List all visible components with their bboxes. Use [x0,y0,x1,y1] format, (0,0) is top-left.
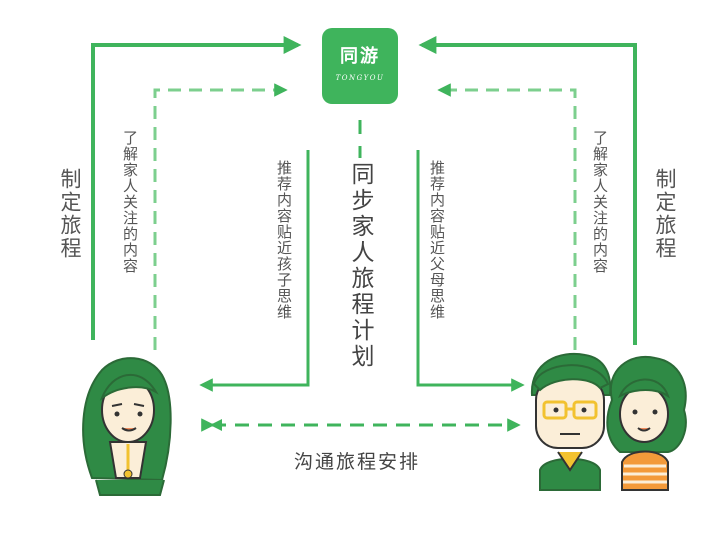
right-dashed-label: 了解家人关注的内容 [591,130,609,274]
right-outer-arrow [418,36,637,345]
logo-name-cn: 同游 [340,46,380,67]
left-inner-label: 推荐内容贴近孩子思维 [275,160,293,320]
left-inner-arrow [199,150,310,392]
left-dashed-label: 了解家人关注的内容 [121,130,139,274]
parents-avatar-icon [530,353,687,491]
right-inner-label: 推荐内容贴近父母思维 [428,160,446,320]
bottom-label: 沟通旅程安排 [294,451,421,473]
right-dashed-arrow [437,83,577,350]
center-title: 同步家人旅程计划 [341,158,379,374]
logo-name-en: TONGYOU [335,74,385,82]
girl-avatar-icon [82,357,172,496]
left-dashed-arrow [153,83,288,350]
tongyou-logo: 同游 TONGYOU [322,28,398,104]
left-outer-arrow [91,36,302,340]
right-outer-label: 制定旅程 [653,168,677,260]
right-inner-arrow [416,150,525,392]
left-outer-label: 制定旅程 [58,168,82,260]
